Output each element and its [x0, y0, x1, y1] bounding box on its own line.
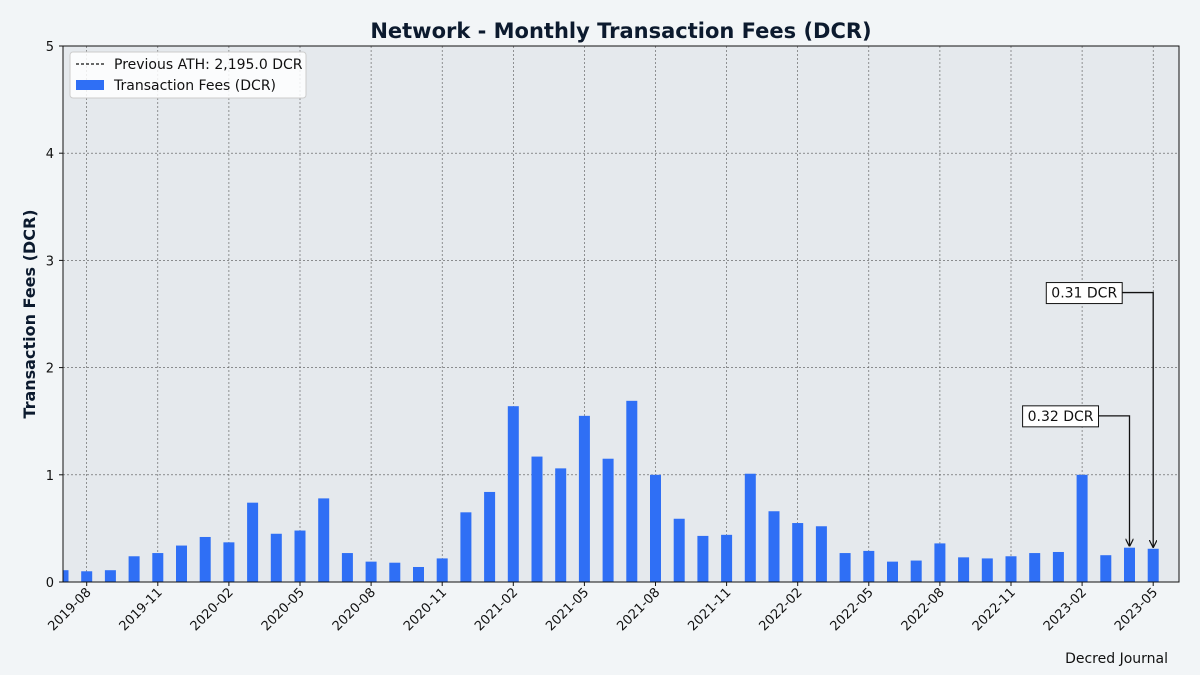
- bar-2022-10: [981, 558, 993, 582]
- x-axis-ticks: 2019-08 2019-11 2020-02 2020-05 2020-08 2020-…: [46, 582, 1161, 634]
- bar-2022-01: [768, 511, 780, 582]
- bar-2021-05: [578, 415, 590, 582]
- x-tick-label: 2019-11: [117, 585, 166, 634]
- plot-frame: [62, 45, 1180, 583]
- x-tick-label: 2020-08: [330, 585, 379, 634]
- bar-2020-05: [294, 530, 306, 582]
- y-tick-label: 2: [46, 362, 54, 377]
- x-tick-label: 2020-02: [188, 585, 237, 634]
- bar-2020-01: [199, 536, 211, 582]
- bar-2021-03: [531, 456, 543, 582]
- x-tick-label: 2023-02: [1041, 585, 1090, 634]
- x-tick-label: 2021-05: [543, 585, 592, 634]
- x-tick-label: 2020-05: [259, 585, 308, 634]
- bar-2021-11: [721, 534, 733, 582]
- bar-2020-12: [460, 512, 472, 582]
- bar-2020-06: [318, 498, 330, 582]
- bar-2021-02: [507, 406, 519, 582]
- y-axis-label: Transaction Fees (DCR): [20, 209, 39, 418]
- legend-bar-label: Transaction Fees (DCR): [113, 78, 276, 94]
- bar-2021-04: [555, 468, 567, 582]
- bar-2022-09: [958, 557, 970, 582]
- chart-title: Network - Monthly Transaction Fees (DCR): [370, 19, 871, 43]
- y-tick-label: 5: [46, 40, 54, 55]
- bar-2021-12: [744, 473, 756, 582]
- legend: Previous ATH: 2,195.0 DCR Transaction Fe…: [69, 51, 307, 99]
- x-tick-label: 2021-02: [472, 585, 521, 634]
- legend-box: [69, 51, 307, 99]
- bar-2020-03: [247, 502, 259, 582]
- x-tick-label: 2022-02: [757, 585, 806, 634]
- bar-2021-07: [626, 400, 638, 582]
- bar-2022-02: [792, 523, 804, 582]
- bar-2019-09: [104, 570, 116, 582]
- bar-2021-06: [602, 458, 614, 582]
- y-axis-ticks: 0 1 2 3 4 5: [46, 40, 63, 591]
- annotations: 0.32 DCR 0.31 DCR: [1022, 282, 1154, 547]
- bar-2020-02: [223, 542, 235, 582]
- bar-2022-12: [1029, 553, 1041, 582]
- bar-2020-08: [365, 561, 377, 582]
- x-tick-label: 2019-08: [46, 585, 95, 634]
- annotation-label: 0.31 DCR: [1051, 286, 1117, 302]
- y-tick-label: 1: [46, 469, 54, 484]
- x-tick-label: 2021-11: [685, 585, 734, 634]
- bar-2022-11: [1005, 556, 1017, 582]
- bar-2023-05: [1147, 548, 1159, 582]
- y-tick-label: 3: [46, 254, 54, 269]
- bar-2020-11: [436, 558, 448, 582]
- x-tick-label: 2022-11: [970, 585, 1019, 634]
- bar-2020-10: [413, 566, 424, 582]
- bar-2022-04: [839, 553, 851, 582]
- grid-lines: [63, 46, 1179, 582]
- bar-2023-02: [1076, 474, 1088, 582]
- x-tick-label: 2020-11: [401, 585, 450, 634]
- source-credit: Decred Journal: [1065, 651, 1168, 667]
- bar-2020-04: [270, 533, 282, 582]
- bar-2022-03: [815, 526, 827, 582]
- legend-ath-label: Previous ATH: 2,195.0 DCR: [114, 57, 303, 73]
- bar-2019-08: [81, 571, 93, 582]
- x-tick-label: 2022-05: [828, 585, 877, 634]
- bar-2022-06: [887, 561, 898, 582]
- y-tick-label: 0: [46, 576, 54, 591]
- x-tick-label: 2021-08: [614, 585, 663, 634]
- annotation-2023-04: 0.32 DCR: [1022, 405, 1130, 546]
- bar-2023-03: [1100, 555, 1112, 582]
- bars: [63, 400, 1159, 582]
- bar-2019-07: [63, 570, 69, 582]
- bar-2021-10: [697, 535, 709, 582]
- bar-2022-08: [934, 543, 946, 582]
- x-tick-label: 2022-08: [899, 585, 948, 634]
- plot-area: [63, 46, 1179, 582]
- bar-2021-08: [650, 474, 661, 582]
- bar-2019-10: [128, 556, 140, 582]
- bar-2020-07: [341, 553, 353, 582]
- annotation-2023-05: 0.31 DCR: [1045, 282, 1153, 547]
- x-tick-label: 2023-05: [1112, 585, 1161, 634]
- y-tick-label: 4: [46, 147, 54, 162]
- bar-2021-09: [673, 518, 685, 582]
- bar-2022-07: [910, 560, 922, 582]
- bar-2023-01: [1052, 551, 1064, 582]
- bar-2019-11: [152, 553, 164, 582]
- annotation-arrow: [1122, 291, 1153, 547]
- bar-2020-09: [389, 562, 401, 582]
- bar-2021-01: [484, 491, 496, 582]
- annotation-label: 0.32 DCR: [1028, 409, 1094, 425]
- bar-2023-04: [1124, 547, 1135, 582]
- bar-2019-12: [176, 545, 187, 582]
- bar-2022-05: [863, 550, 875, 582]
- annotation-arrow: [1098, 415, 1130, 546]
- legend-bar-swatch: [76, 80, 104, 90]
